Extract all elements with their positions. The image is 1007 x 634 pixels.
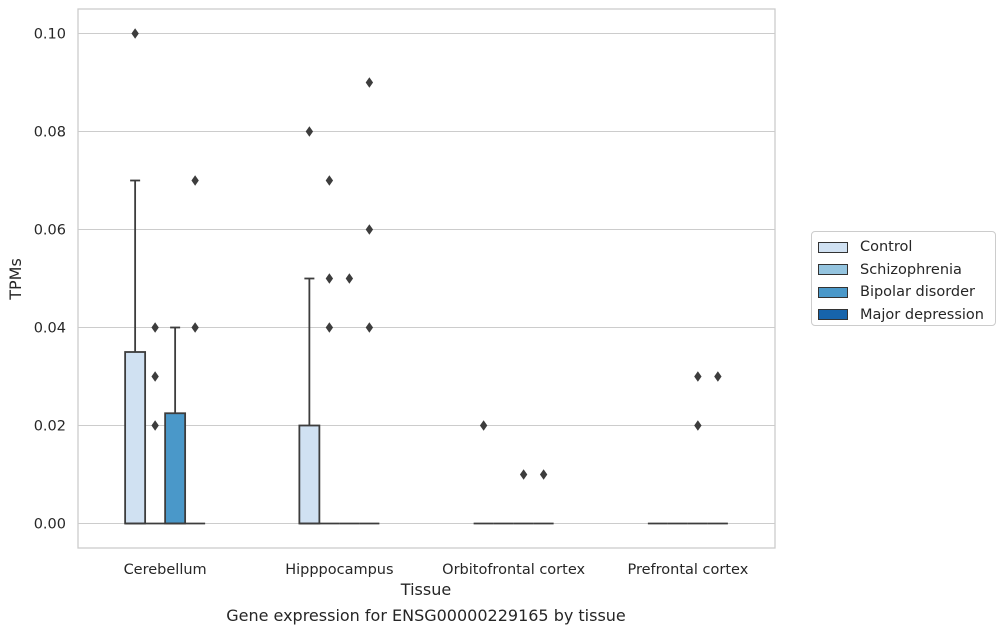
legend-swatch-control [818, 241, 848, 253]
box-control [124, 28, 147, 525]
outlier-point [151, 371, 159, 382]
box-bipolar-disorder [164, 326, 187, 525]
box-major-depression [707, 371, 728, 525]
legend-item-control: Control [818, 236, 995, 259]
outlier-point [325, 273, 334, 284]
outlier-point [365, 322, 374, 333]
outlier-point [479, 420, 488, 431]
legend-swatch-bipolar-disorder [818, 286, 848, 298]
box [164, 412, 187, 525]
outlier-point [694, 371, 702, 382]
outlier-point [519, 469, 528, 480]
category-group [473, 420, 554, 525]
x-tick-label: Orbitofrontal cortex [442, 562, 585, 578]
y-tick-label: 0.08 [34, 125, 66, 141]
legend-swatch-major-depression [818, 309, 848, 321]
legend-item-bipolar-disorder: Bipolar disorder [818, 281, 995, 304]
outlier-point [325, 322, 334, 333]
outlier-point [345, 273, 354, 284]
outlier-point [714, 371, 722, 382]
y-axis-label: TPMs [6, 258, 25, 301]
y-tick-label: 0.02 [34, 419, 66, 435]
category-group [647, 371, 728, 525]
legend-swatch-schizophrenia [818, 264, 848, 276]
legend-item-major-depression: Major depression [818, 304, 995, 327]
outlier-point [151, 322, 159, 333]
box-series [124, 28, 728, 525]
box-schizophrenia [145, 322, 166, 525]
category-group [298, 77, 380, 525]
legend-item-schizophrenia: Schizophrenia [818, 259, 995, 282]
legend: Control Schizophrenia Bipolar disorder M… [811, 231, 996, 326]
box-bipolar-disorder [339, 273, 360, 525]
outlier-point [131, 28, 139, 39]
x-tick-label: Prefrontal cortex [627, 562, 748, 578]
box-control [298, 126, 321, 525]
y-tick-label: 0.00 [34, 517, 66, 533]
chart-caption: Gene expression for ENSG00000229165 by t… [226, 606, 626, 625]
outlier-point [305, 126, 314, 137]
plot-area-frame [77, 8, 776, 549]
x-axis-ticks: Cerebellum Hipppocampus Orbitofrontal cort… [124, 562, 749, 578]
box-major-depression [359, 77, 380, 525]
box-control [473, 420, 494, 525]
outlier-point [539, 469, 548, 480]
box-bipolar-disorder [513, 469, 534, 525]
legend-label: Control [860, 239, 913, 256]
outlier-point [325, 175, 334, 186]
y-tick-label: 0.06 [34, 223, 66, 239]
box [298, 424, 321, 525]
y-tick-label: 0.10 [34, 27, 66, 43]
x-tick-label: Hipppocampus [285, 562, 393, 578]
category-group [124, 28, 206, 525]
outlier-point [694, 420, 702, 431]
x-tick-label: Cerebellum [124, 562, 207, 578]
box-major-depression [533, 469, 554, 525]
outlier-point [365, 77, 374, 88]
legend-label: Bipolar disorder [860, 284, 975, 301]
y-tick-label: 0.04 [34, 321, 66, 337]
y-axis-ticks: 0.00 0.02 0.04 0.06 0.08 0.10 [34, 27, 66, 533]
outlier-point [191, 175, 199, 186]
x-axis-label: Tissue [400, 580, 451, 599]
box-schizophrenia [319, 175, 340, 525]
outlier-point [365, 224, 374, 235]
outlier-point [191, 322, 199, 333]
legend-label: Schizophrenia [860, 261, 962, 278]
outlier-point [151, 420, 159, 431]
legend-label: Major depression [860, 306, 984, 323]
box-bipolar-disorder [687, 371, 708, 525]
box [124, 351, 147, 525]
box-major-depression [185, 175, 206, 525]
